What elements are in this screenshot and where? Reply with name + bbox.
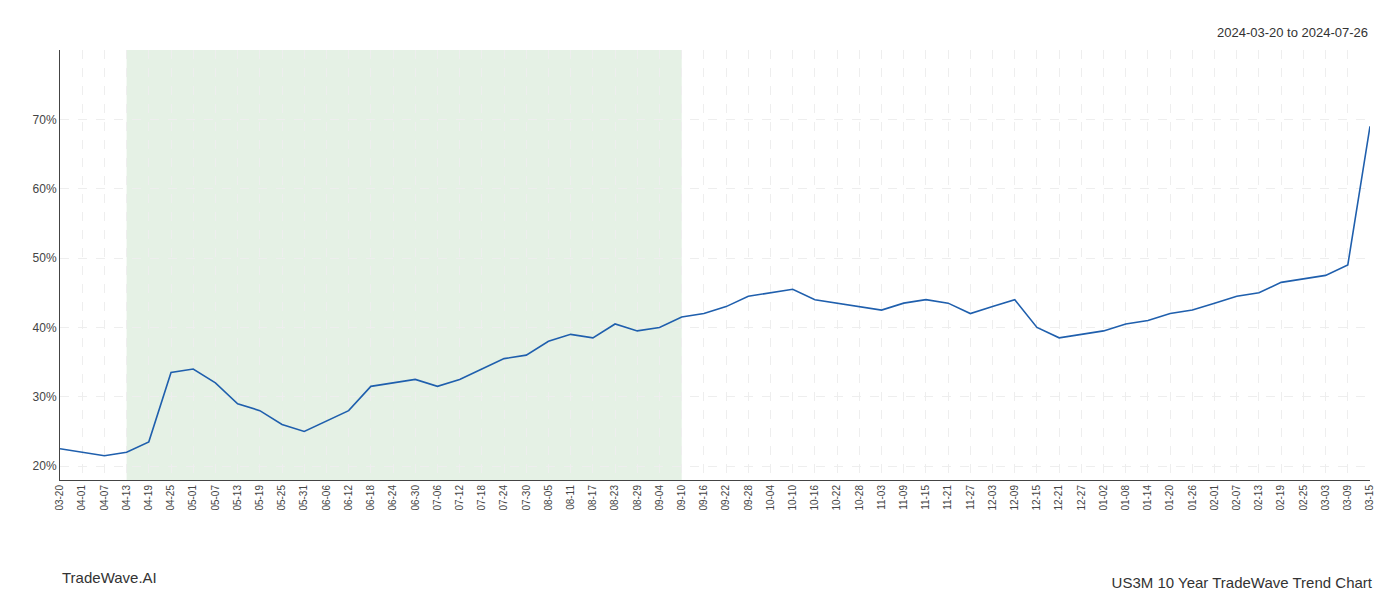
svg-text:02-13: 02-13 — [1253, 485, 1264, 511]
svg-text:01-02: 01-02 — [1098, 485, 1109, 511]
svg-text:05-31: 05-31 — [298, 485, 309, 511]
svg-text:10-28: 10-28 — [854, 485, 865, 511]
svg-text:02-07: 02-07 — [1231, 485, 1242, 511]
svg-text:02-01: 02-01 — [1209, 485, 1220, 511]
svg-text:04-19: 04-19 — [143, 485, 154, 511]
svg-text:08-05: 08-05 — [543, 485, 554, 511]
svg-text:12-21: 12-21 — [1053, 485, 1064, 511]
svg-text:05-07: 05-07 — [210, 485, 221, 511]
svg-text:05-25: 05-25 — [276, 485, 287, 511]
svg-text:30%: 30% — [33, 390, 57, 404]
svg-text:09-10: 09-10 — [676, 485, 687, 511]
svg-text:12-03: 12-03 — [987, 485, 998, 511]
svg-text:02-25: 02-25 — [1298, 485, 1309, 511]
svg-text:03-20: 03-20 — [54, 485, 65, 511]
svg-text:11-03: 11-03 — [876, 485, 887, 510]
svg-text:04-07: 04-07 — [99, 485, 110, 511]
svg-text:70%: 70% — [33, 113, 57, 127]
svg-text:08-23: 08-23 — [609, 485, 620, 511]
svg-text:10-16: 10-16 — [809, 485, 820, 511]
svg-text:03-15: 03-15 — [1364, 485, 1375, 511]
svg-text:10-22: 10-22 — [831, 485, 842, 511]
svg-text:10-04: 10-04 — [765, 485, 776, 511]
svg-text:05-19: 05-19 — [254, 485, 265, 511]
svg-text:09-04: 09-04 — [654, 485, 665, 511]
svg-text:02-19: 02-19 — [1275, 485, 1286, 511]
svg-text:2024-03-20 to 2024-07-26: 2024-03-20 to 2024-07-26 — [1217, 25, 1368, 40]
svg-text:TradeWave.AI: TradeWave.AI — [62, 569, 157, 586]
svg-text:50%: 50% — [33, 251, 57, 265]
svg-text:11-15: 11-15 — [920, 485, 931, 510]
svg-text:06-18: 06-18 — [365, 485, 376, 511]
svg-text:04-25: 04-25 — [165, 485, 176, 511]
svg-text:08-17: 08-17 — [587, 485, 598, 511]
svg-text:01-20: 01-20 — [1164, 485, 1175, 511]
svg-text:10-10: 10-10 — [787, 485, 798, 511]
svg-text:08-29: 08-29 — [632, 485, 643, 511]
svg-text:06-06: 06-06 — [321, 485, 332, 511]
svg-text:60%: 60% — [33, 182, 57, 196]
svg-text:08-11: 08-11 — [565, 485, 576, 510]
svg-text:03-03: 03-03 — [1320, 485, 1331, 511]
svg-text:07-12: 07-12 — [454, 485, 465, 511]
svg-text:04-01: 04-01 — [76, 485, 87, 511]
svg-text:11-21: 11-21 — [942, 485, 953, 510]
svg-text:01-14: 01-14 — [1142, 485, 1153, 511]
svg-text:03-09: 03-09 — [1342, 485, 1353, 511]
svg-text:06-24: 06-24 — [387, 485, 398, 511]
svg-text:05-01: 05-01 — [187, 485, 198, 511]
svg-text:06-30: 06-30 — [410, 485, 421, 511]
svg-text:01-26: 01-26 — [1187, 485, 1198, 511]
svg-text:09-28: 09-28 — [743, 485, 754, 511]
svg-text:12-15: 12-15 — [1031, 485, 1042, 511]
svg-text:05-13: 05-13 — [232, 485, 243, 511]
svg-text:06-12: 06-12 — [343, 485, 354, 511]
svg-text:07-30: 07-30 — [521, 485, 532, 511]
svg-text:09-22: 09-22 — [720, 485, 731, 511]
svg-text:11-27: 11-27 — [965, 485, 976, 510]
svg-text:11-09: 11-09 — [898, 485, 909, 510]
svg-text:07-24: 07-24 — [498, 485, 509, 511]
svg-text:12-09: 12-09 — [1009, 485, 1020, 511]
svg-text:12-27: 12-27 — [1076, 485, 1087, 511]
svg-text:US3M 10 Year TradeWave Trend C: US3M 10 Year TradeWave Trend Chart — [1112, 574, 1373, 591]
svg-text:07-18: 07-18 — [476, 485, 487, 511]
svg-text:04-13: 04-13 — [121, 485, 132, 511]
svg-text:20%: 20% — [33, 459, 57, 473]
svg-text:40%: 40% — [33, 321, 57, 335]
svg-text:07-06: 07-06 — [432, 485, 443, 511]
svg-text:09-16: 09-16 — [698, 485, 709, 511]
svg-text:01-08: 01-08 — [1120, 485, 1131, 511]
